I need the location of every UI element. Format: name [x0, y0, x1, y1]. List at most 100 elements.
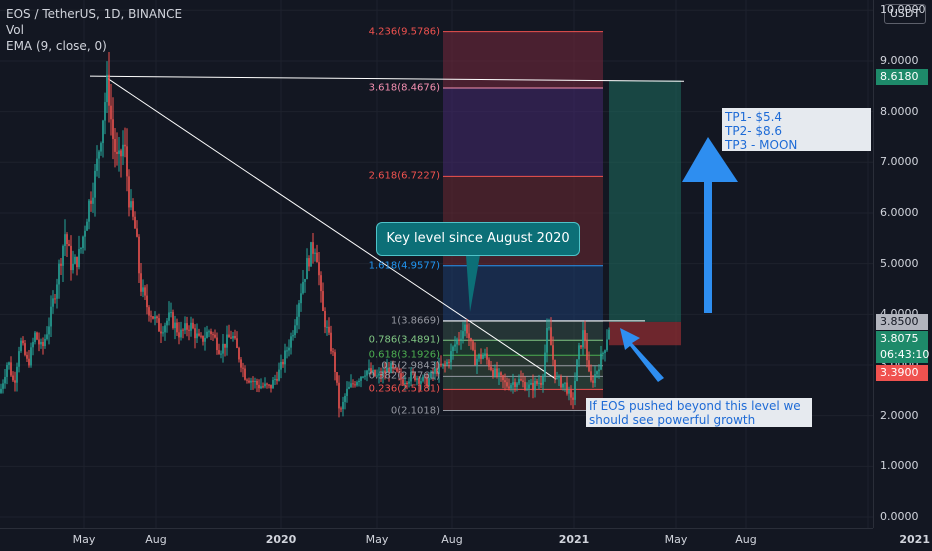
- candle-body: [386, 367, 388, 373]
- ema-indicator-label[interactable]: EMA (9, close, 0): [6, 39, 107, 53]
- candle-body: [336, 372, 338, 383]
- candle-body: [572, 397, 574, 400]
- candle-body: [460, 338, 462, 340]
- candle-body: [602, 353, 604, 355]
- time-axis[interactable]: [0, 528, 873, 551]
- candle-body: [98, 151, 100, 159]
- candle-body: [392, 363, 394, 368]
- fib-level-label: 0.382(2.7761): [368, 370, 440, 382]
- fib-level-label: 1(3.8669): [390, 315, 440, 327]
- candle-body: [158, 318, 160, 332]
- candle-body: [40, 341, 42, 345]
- candle-body: [168, 312, 170, 321]
- candle-body: [258, 384, 260, 389]
- candle-body: [250, 380, 252, 383]
- candle-body: [232, 335, 234, 339]
- candle-body: [596, 371, 598, 375]
- candle-body: [76, 256, 78, 268]
- fib-zone: [443, 340, 603, 356]
- candle-body: [574, 381, 576, 400]
- time-tick-label: Aug: [145, 533, 167, 546]
- candle-body: [480, 354, 482, 359]
- candle-body: [212, 334, 214, 336]
- candle-body: [468, 333, 470, 339]
- candle-body: [508, 386, 510, 389]
- candle-body: [414, 372, 416, 380]
- candle-body: [562, 383, 564, 388]
- candle-body: [584, 330, 586, 341]
- candle-body: [446, 361, 448, 365]
- candle-body: [234, 335, 236, 339]
- candle-body: [46, 334, 48, 340]
- candle-body: [66, 234, 68, 245]
- candle-body: [242, 367, 244, 369]
- candle-body: [144, 287, 146, 296]
- targets-box[interactable]: TP1- $5.4 TP2- $8.6 TP3 - MOON: [722, 108, 871, 152]
- candle-body: [206, 331, 208, 338]
- candle-body: [388, 367, 390, 373]
- candle-body: [244, 368, 246, 380]
- candle-body: [172, 312, 174, 329]
- price-tick-label: 7.0000: [880, 155, 919, 169]
- candle-body: [400, 373, 402, 380]
- price-axis[interactable]: [873, 0, 932, 528]
- candle-body: [304, 279, 306, 282]
- candle-body: [376, 375, 378, 377]
- candle-body: [544, 352, 546, 377]
- candle-body: [174, 322, 176, 329]
- candle-body: [154, 316, 156, 319]
- candle-body: [310, 242, 312, 267]
- candle-body: [458, 339, 460, 341]
- candle-body: [418, 378, 420, 384]
- currency-button[interactable]: USDT: [884, 4, 926, 24]
- candle-body: [306, 258, 308, 280]
- candle-body: [516, 383, 518, 387]
- candle-body: [118, 150, 120, 154]
- symbol-title[interactable]: EOS / TetherUS, 1D, BINANCE: [6, 7, 183, 21]
- candle-body: [260, 386, 262, 389]
- candle-body: [366, 370, 368, 376]
- candle-body: [394, 367, 396, 369]
- candle-body: [472, 341, 474, 350]
- candle-body: [576, 359, 578, 382]
- fib-zone: [443, 87, 603, 177]
- candle-body: [372, 369, 374, 374]
- candle-body: [246, 379, 248, 381]
- candle-body: [132, 201, 134, 217]
- candle-body: [210, 331, 212, 335]
- callout-pointer-icon: [466, 255, 480, 312]
- candle-body: [558, 376, 560, 378]
- candle-body: [12, 375, 14, 381]
- candle-body: [28, 358, 30, 366]
- candle-body: [486, 353, 488, 360]
- price-tick-label: 6.0000: [880, 205, 919, 219]
- candle-body: [248, 380, 250, 383]
- candle-body: [238, 347, 240, 360]
- fib-level-label: 4.236(9.5786): [368, 26, 440, 38]
- growth-note-box[interactable]: If EOS pushed beyond this level we shoul…: [586, 398, 812, 427]
- candle-body: [152, 316, 154, 319]
- fib-zone: [443, 265, 603, 322]
- key-level-callout[interactable]: Key level since August 2020: [376, 222, 580, 256]
- candle-body: [452, 346, 454, 352]
- candle-body: [214, 334, 216, 338]
- candle-body: [554, 359, 556, 378]
- time-tick-label: May: [72, 533, 96, 546]
- fib-level-label: 3.618(8.4676): [368, 82, 440, 94]
- candle-body: [82, 236, 84, 248]
- fib-level-label: 0.236(2.5181): [368, 383, 440, 395]
- candle-body: [520, 379, 522, 381]
- candle-body: [586, 340, 588, 361]
- candle-body: [192, 322, 194, 329]
- candle-body: [470, 338, 472, 342]
- volume-indicator-label[interactable]: Vol: [6, 23, 24, 37]
- candle-body: [10, 362, 12, 376]
- candle-body: [378, 373, 380, 376]
- candle-body: [466, 324, 468, 334]
- candle-body: [488, 359, 490, 367]
- target-1: TP1- $5.4: [725, 110, 783, 124]
- candle-body: [560, 376, 562, 388]
- candle-body: [134, 216, 136, 229]
